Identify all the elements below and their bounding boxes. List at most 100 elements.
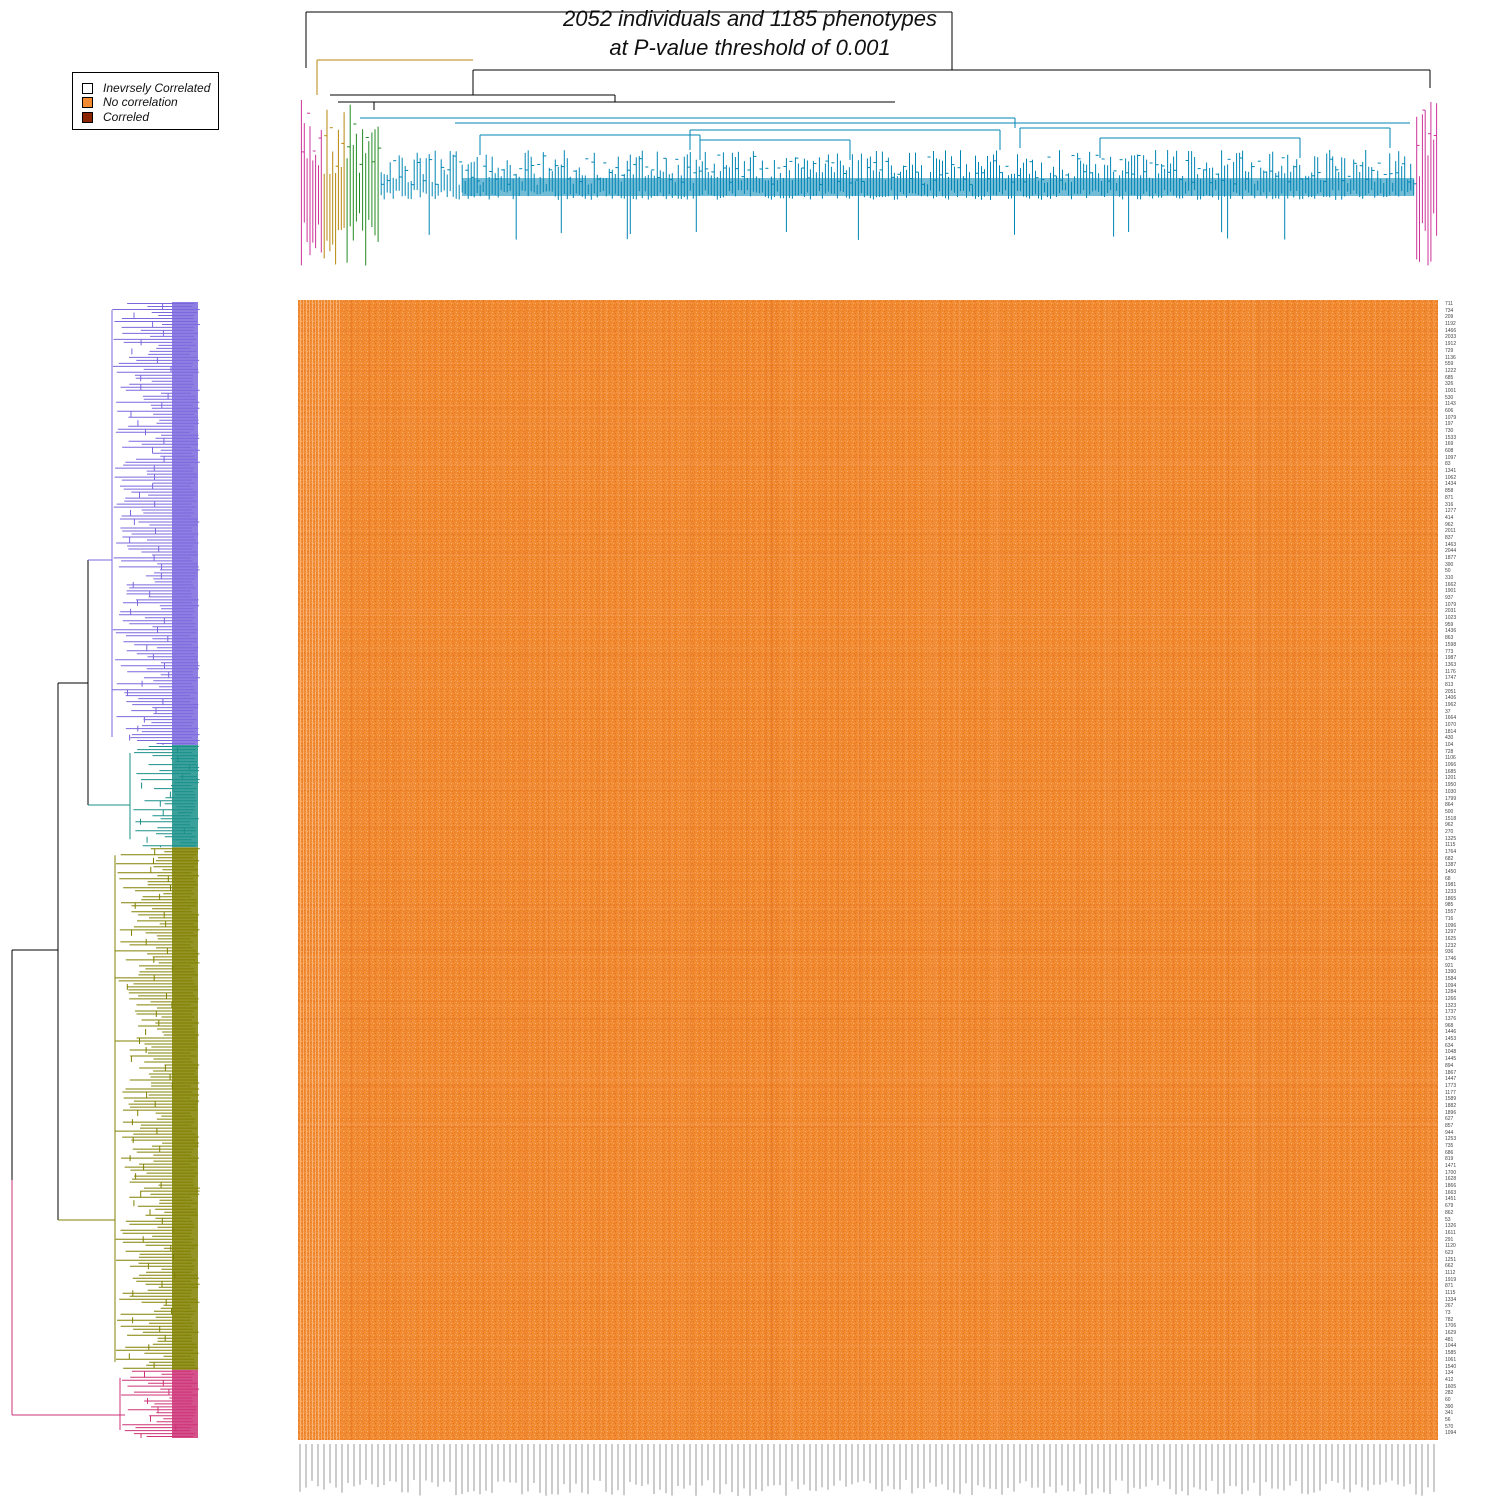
heatmap-streak [298,683,1438,684]
row-label: 1233 [1445,890,1456,895]
heatmap-streak [953,300,954,1440]
heatmap-streak [524,300,525,1440]
row-label: 1079 [1445,416,1456,421]
heatmap-streak [298,1070,1438,1071]
heatmap-streak [658,300,659,1440]
row-label: 1685 [1445,770,1456,775]
row-label: 1764 [1445,850,1456,855]
row-label: 862 [1445,1211,1453,1216]
heatmap-streak [711,300,712,1440]
heatmap-streak [1262,300,1263,1440]
heatmap-streak [859,300,860,1440]
heatmap-streak [298,1094,1438,1095]
heatmap-streak [1154,300,1155,1440]
row-label: 1030 [1445,790,1456,795]
heatmap-streak [1016,300,1017,1440]
heatmap-streak [298,850,1438,851]
row-label: 1466 [1445,329,1456,334]
heatmap-streak [1258,300,1259,1440]
heatmap-streak [298,1397,1438,1398]
row-label: 1987 [1445,656,1456,661]
heatmap-streak [720,300,721,1440]
heatmap-streak [298,457,1438,458]
heatmap-streak [298,1029,1438,1030]
row-label: 1589 [1445,1097,1456,1102]
row-label: 1363 [1445,663,1456,668]
row-label: 1471 [1445,1164,1456,1169]
row-label: 1176 [1445,670,1456,675]
heatmap-streak [336,300,337,1440]
row-label: 1447 [1445,1077,1456,1082]
row-label: 1518 [1445,817,1456,822]
row-label: 1201 [1445,776,1456,781]
heatmap-streak [681,300,682,1440]
heatmap-streak [298,508,1438,509]
heatmap-streak [1297,300,1298,1440]
heatmap-streak [298,610,1438,611]
row-label: 1706 [1445,1324,1456,1329]
heatmap-streak [731,300,732,1440]
heatmap-streak [298,423,1438,424]
heatmap-streak [651,300,652,1440]
row-label: 197 [1445,422,1453,427]
heatmap-streak [746,300,747,1440]
heatmap-streak [298,671,1438,672]
heatmap-streak [298,1006,1438,1007]
heatmap-streak [1324,300,1325,1440]
heatmap-streak [298,656,1438,657]
row-label: 864 [1445,803,1453,808]
row-label: 962 [1445,523,1453,528]
heatmap-streak [298,828,1438,829]
heatmap-streak [298,748,1438,749]
heatmap-streak [298,1383,1438,1384]
row-label: 316 [1445,503,1453,508]
heatmap-streak [992,300,993,1440]
heatmap-streak [318,300,319,1440]
heatmap-streak [298,1178,1438,1179]
heatmap-streak [369,300,370,1440]
heatmap-streak [298,1018,1438,1019]
row-label: 270 [1445,830,1453,835]
heatmap-streak [298,463,1438,464]
row-label: 985 [1445,903,1453,908]
heatmap-streak [1395,300,1396,1440]
row-label: 1453 [1445,1037,1456,1042]
heatmap-streak [858,300,859,1440]
heatmap-streak [999,300,1000,1440]
heatmap-streak [298,464,1438,465]
heatmap-streak [861,300,862,1440]
heatmap-streak [298,859,1438,860]
heatmap-streak [298,1263,1438,1264]
heatmap-streak [577,300,578,1440]
heatmap-streak [351,300,352,1440]
heatmap-streak [298,1386,1438,1387]
row-label: 326 [1445,382,1453,387]
heatmap-streak [581,300,582,1440]
heatmap-streak [298,1090,1438,1091]
heatmap-streak [1413,300,1414,1440]
heatmap-streak [298,371,1438,372]
row-label: 1222 [1445,369,1456,374]
row-label: 734 [1445,309,1453,314]
row-label: 1177 [1445,1091,1456,1096]
heatmap-streak [1118,300,1119,1440]
heatmap-streak [1269,300,1270,1440]
heatmap-streak [738,300,739,1440]
heatmap-streak [1253,300,1254,1440]
row-label: 1625 [1445,937,1456,942]
heatmap-streak [298,977,1438,978]
row-label: 1376 [1445,1017,1456,1022]
row-label: 1297 [1445,930,1456,935]
row-label: 209 [1445,315,1453,320]
row-label: 1253 [1445,1137,1456,1142]
heatmap-streak [298,872,1438,873]
heatmap-streak [298,1124,1438,1125]
heatmap-streak [838,300,839,1440]
heatmap-streak [1295,300,1296,1440]
heatmap-streak [1375,300,1376,1440]
row-label: 1061 [1445,1358,1456,1363]
row-label: 1557 [1445,910,1456,915]
row-label: 1814 [1445,730,1456,735]
heatmap-streak [298,474,1438,475]
heatmap-streak [298,1243,1438,1244]
